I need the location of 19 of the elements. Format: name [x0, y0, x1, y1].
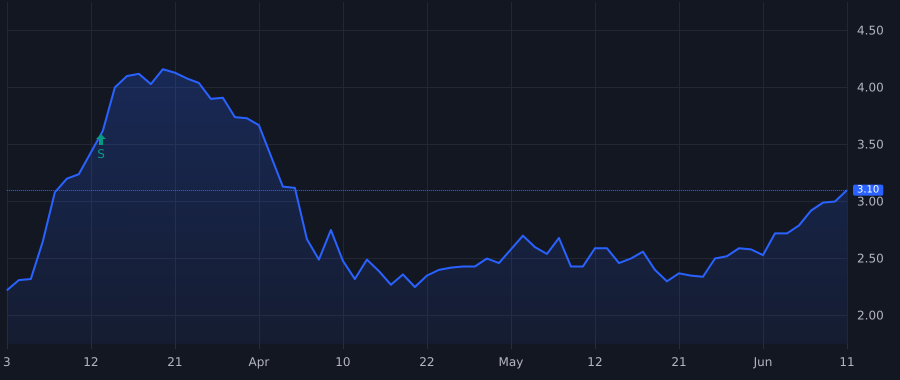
x-tick-label: 21	[167, 355, 182, 369]
x-tick-label: 21	[671, 355, 687, 369]
y-tick-label: 4.50	[857, 24, 884, 38]
ref-line-label: 3.10	[857, 184, 880, 196]
y-tick-label: 4.00	[857, 80, 884, 94]
y-tick-label: 3.50	[857, 138, 884, 152]
x-tick-label: Jun	[752, 355, 772, 369]
x-tick-label: 3	[2, 355, 11, 369]
x-tick-label: 12	[83, 355, 98, 369]
annotation: S	[97, 147, 105, 161]
y-tick-label: 2.00	[857, 308, 884, 322]
y-tick-label: 3.00	[857, 194, 884, 208]
y-tick-label: 2.50	[857, 252, 884, 266]
x-tick-label: 12	[587, 355, 603, 369]
x-tick-label: 22	[419, 355, 435, 369]
x-tick-label: Apr	[248, 355, 270, 369]
x-tick-label: 11	[839, 355, 855, 369]
x-tick-label: 10	[335, 355, 351, 369]
x-tick-label: May	[498, 355, 524, 369]
